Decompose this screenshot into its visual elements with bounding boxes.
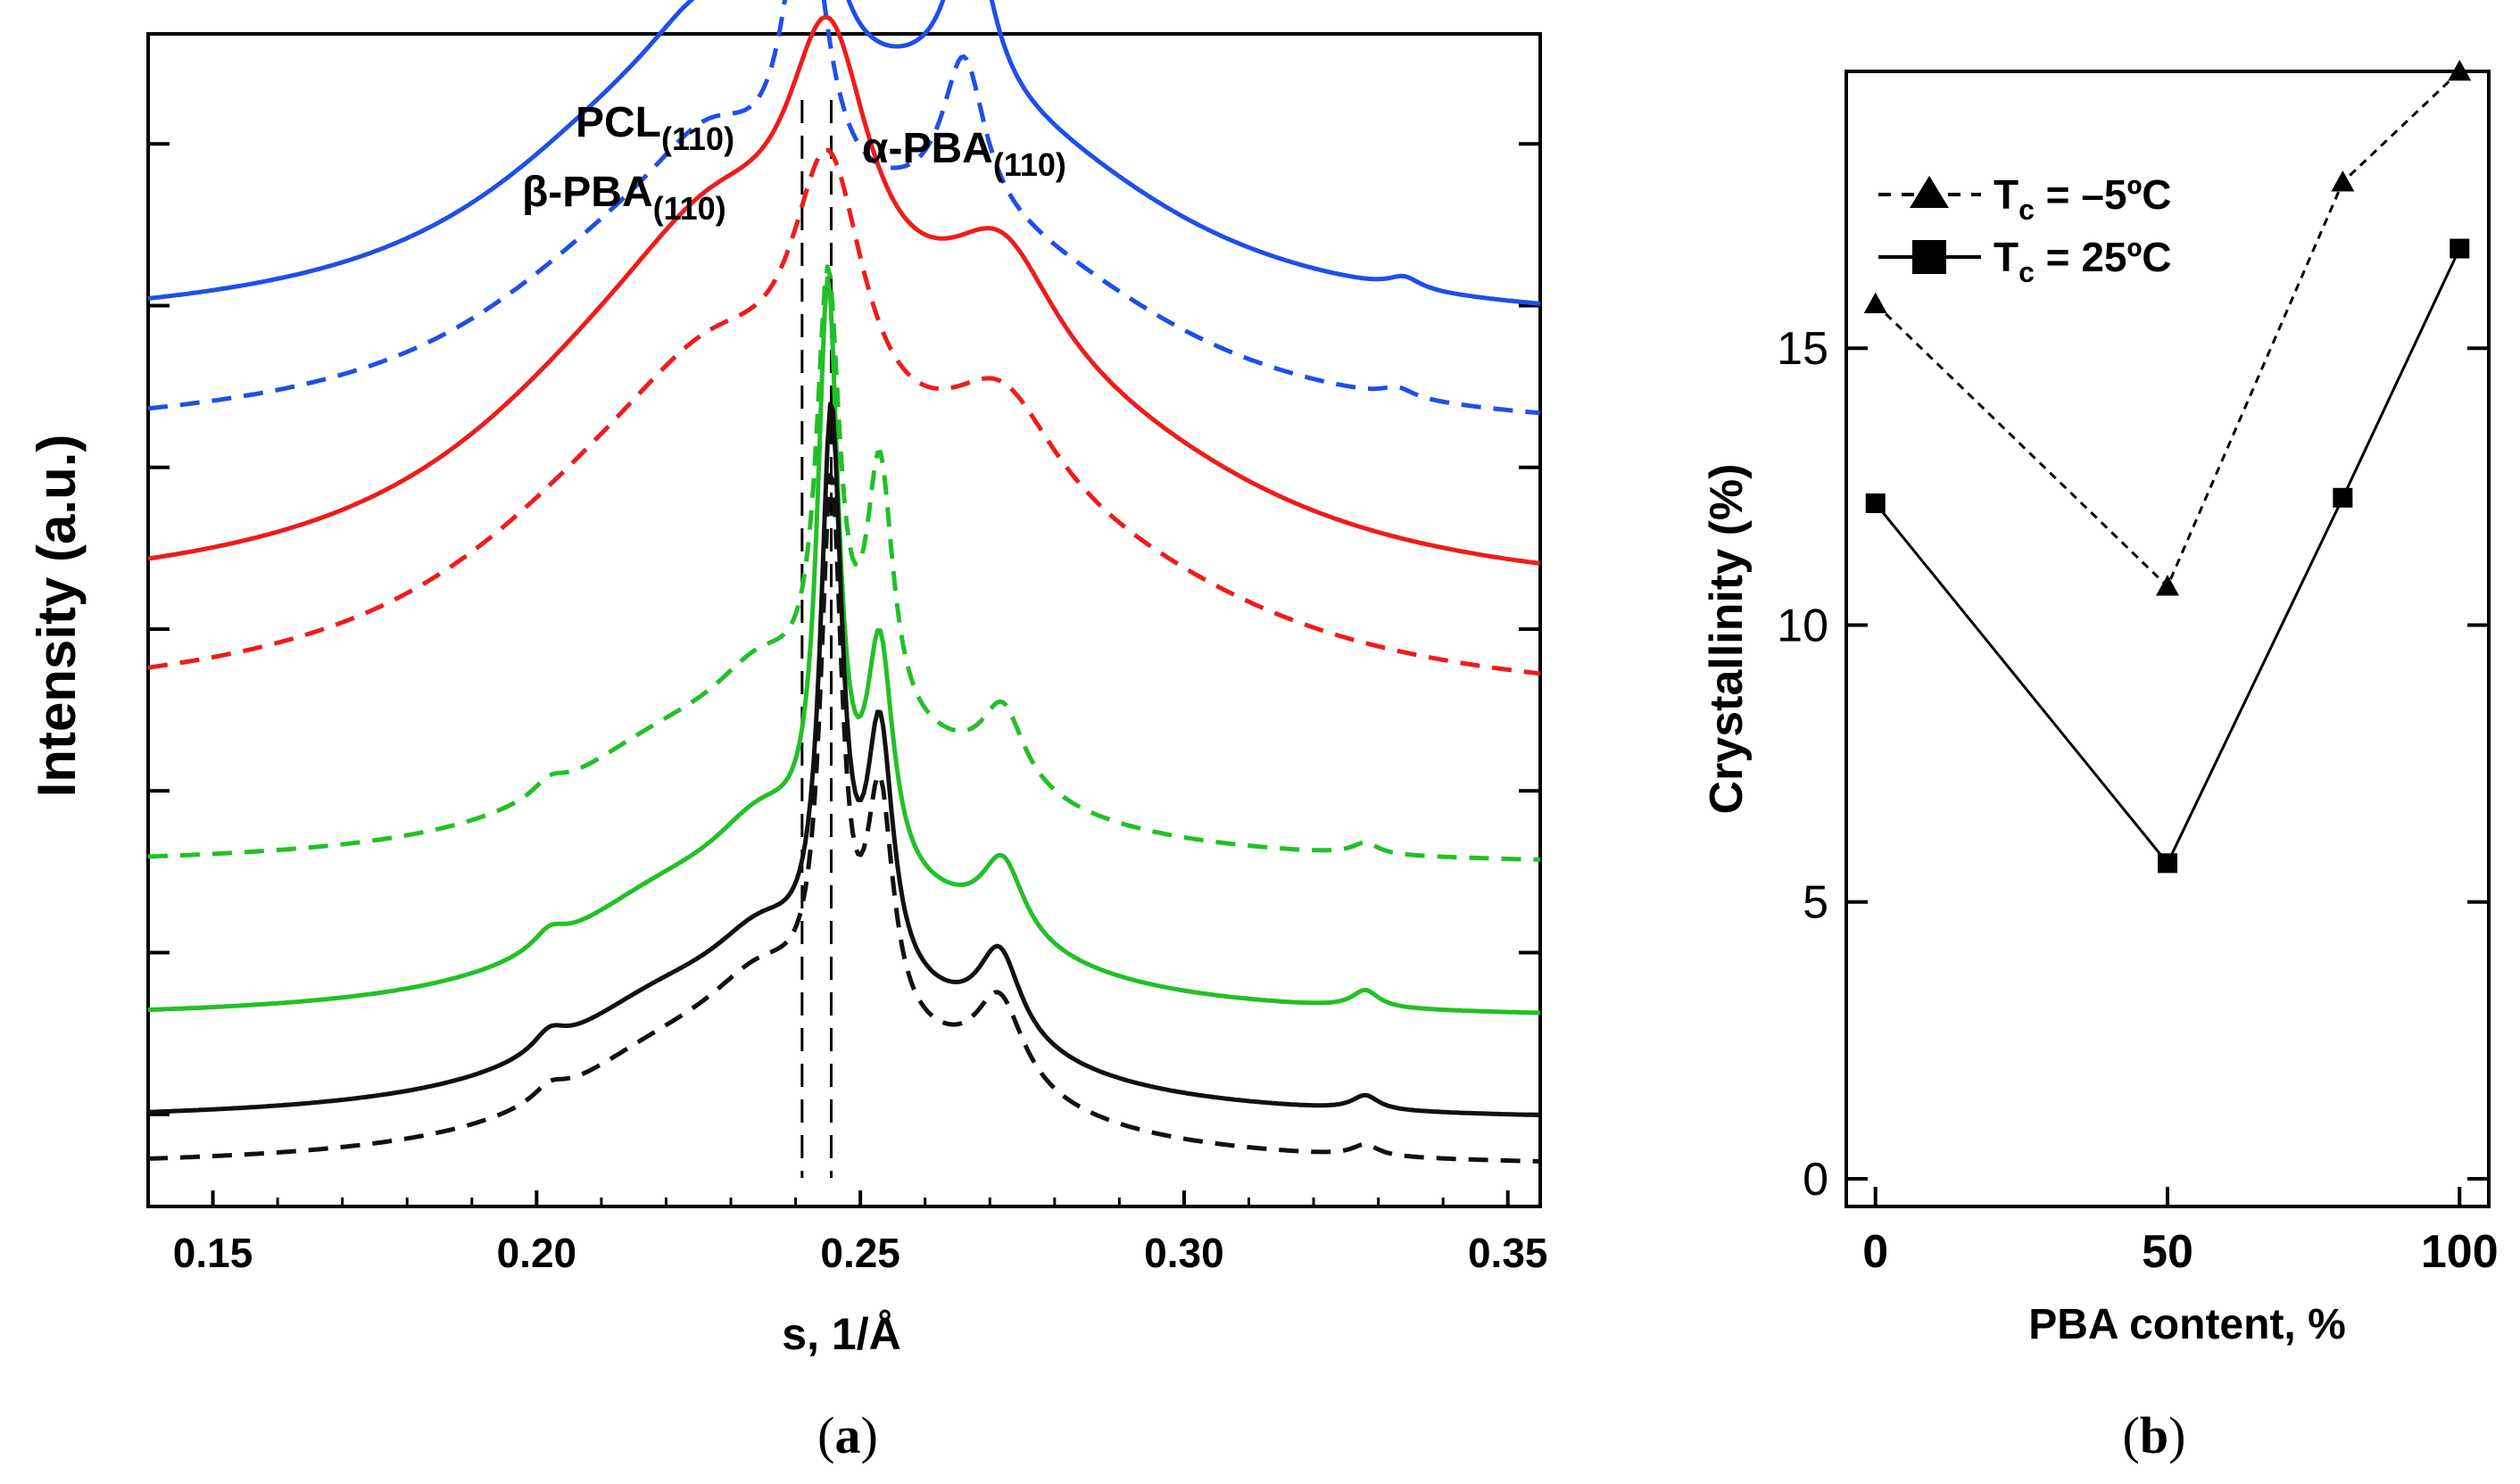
legend-tc-minus5-main: T [1994, 171, 2018, 218]
panel-b-tick-labels: 0 5 10 15 0 50 100 [1777, 323, 2498, 1278]
panel-a-x-tick-label: 0.25 [820, 1230, 900, 1276]
panel-b-x-tick-label: 0 [1862, 1226, 1888, 1278]
panel-b-triangle-marker [2156, 575, 2179, 595]
annotation-alpha-pba-main: α-PBA [862, 125, 993, 172]
annotation-beta-pba-110: β-PBA(110) [522, 169, 726, 227]
panel-a-curves [148, 0, 1540, 1161]
panel-b-triangle-marker [1864, 293, 1887, 313]
figure: 0.15 0.20 0.25 0.30 0.35 PCL(110) β-PBA(110)… [0, 0, 2520, 1484]
panel-b-x-tick-label: 100 [2421, 1226, 2499, 1278]
panel-a-caption: (a) [817, 1406, 878, 1464]
legend-tc-25-sub: c [2018, 256, 2035, 288]
xrd-curve-red-solid [148, 17, 1540, 563]
annotation-beta-pba-main: β-PBA [522, 169, 653, 216]
panel-a-reference-lines [802, 100, 832, 1178]
annotation-alpha-pba-sub: (110) [993, 146, 1066, 183]
legend-tc-25-main: T [1994, 234, 2018, 280]
annotation-alpha-pba-110: α-PBA(110) [862, 125, 1066, 183]
panel-b-y-tick-label: 15 [1777, 323, 1828, 375]
annotation-pcl-110: PCL(110) [576, 99, 734, 157]
panel-b-square-marker [1866, 493, 1886, 513]
panel-a-caption-letter: a [835, 1406, 861, 1464]
legend-label-tc-minus5: Tc = –5ºC [1994, 171, 2172, 226]
panel-b-y-tick-label: 10 [1777, 600, 1828, 651]
annotation-pcl-sub: (110) [661, 120, 734, 157]
panel-b-caption-letter: b [2140, 1406, 2168, 1464]
panel-b-y-tick-label: 0 [1803, 1154, 1828, 1206]
panel-b-x-axis-title: PBA content, % [2028, 1301, 2346, 1348]
panel-b-square-marker [2333, 488, 2352, 508]
panel-a-x-tick-label: 0.15 [173, 1230, 253, 1276]
panel-a-x-tick-label: 0.20 [497, 1230, 577, 1276]
panel-a-x-axis-title: s, 1/Å [782, 1309, 900, 1359]
panel-b-square-marker [2158, 853, 2177, 873]
panel-a-xrd-chart: 0.15 0.20 0.25 0.30 0.35 PCL(110) β-PBA(110)… [27, 0, 1547, 1464]
panel-b-ticks [1846, 348, 2489, 1206]
panel-b-caption: (b) [2123, 1406, 2186, 1464]
panel-b-y-tick-label: 5 [1803, 877, 1828, 929]
panel-b-series-line-0 [1876, 71, 2460, 586]
panel-b-crystallinity-chart: 0 5 10 15 0 50 100 Tc = –5ºC Tc = 25ºC Crystal… [1701, 60, 2499, 1464]
xrd-curve-blue-dashed [148, 0, 1540, 413]
legend-tc-minus5-rest: = –5ºC [2035, 171, 2172, 218]
panel-b-x-tick-label: 50 [2142, 1226, 2193, 1278]
legend-tc-minus5-sub: c [2018, 194, 2035, 226]
xrd-curve-black-dashed [148, 476, 1540, 1162]
panel-a-x-tick-label: 0.30 [1144, 1230, 1224, 1276]
annotation-pcl-main: PCL [576, 99, 661, 146]
legend-label-tc-25: Tc = 25ºC [1994, 234, 2172, 288]
panel-a-x-tick-label: 0.35 [1468, 1230, 1548, 1276]
panel-a-y-axis-title: Intensity (a.u.) [27, 435, 87, 798]
xrd-curve-green-dashed [148, 267, 1540, 860]
panel-b-legend: Tc = –5ºC Tc = 25ºC [1878, 171, 2172, 288]
panel-b-series-line-1 [1876, 249, 2460, 864]
panel-a-x-tick-labels: 0.15 0.20 0.25 0.30 0.35 [173, 1230, 1548, 1276]
panel-b-y-axis-title: Crystallinity (%) [1701, 464, 1753, 815]
annotation-beta-pba-sub: (110) [653, 190, 726, 227]
legend-marker-square [1912, 240, 1946, 274]
legend-tc-25-rest: = 25ºC [2035, 234, 2172, 280]
panel-b-square-marker [2450, 239, 2469, 259]
legend-marker-triangle [1910, 176, 1949, 208]
